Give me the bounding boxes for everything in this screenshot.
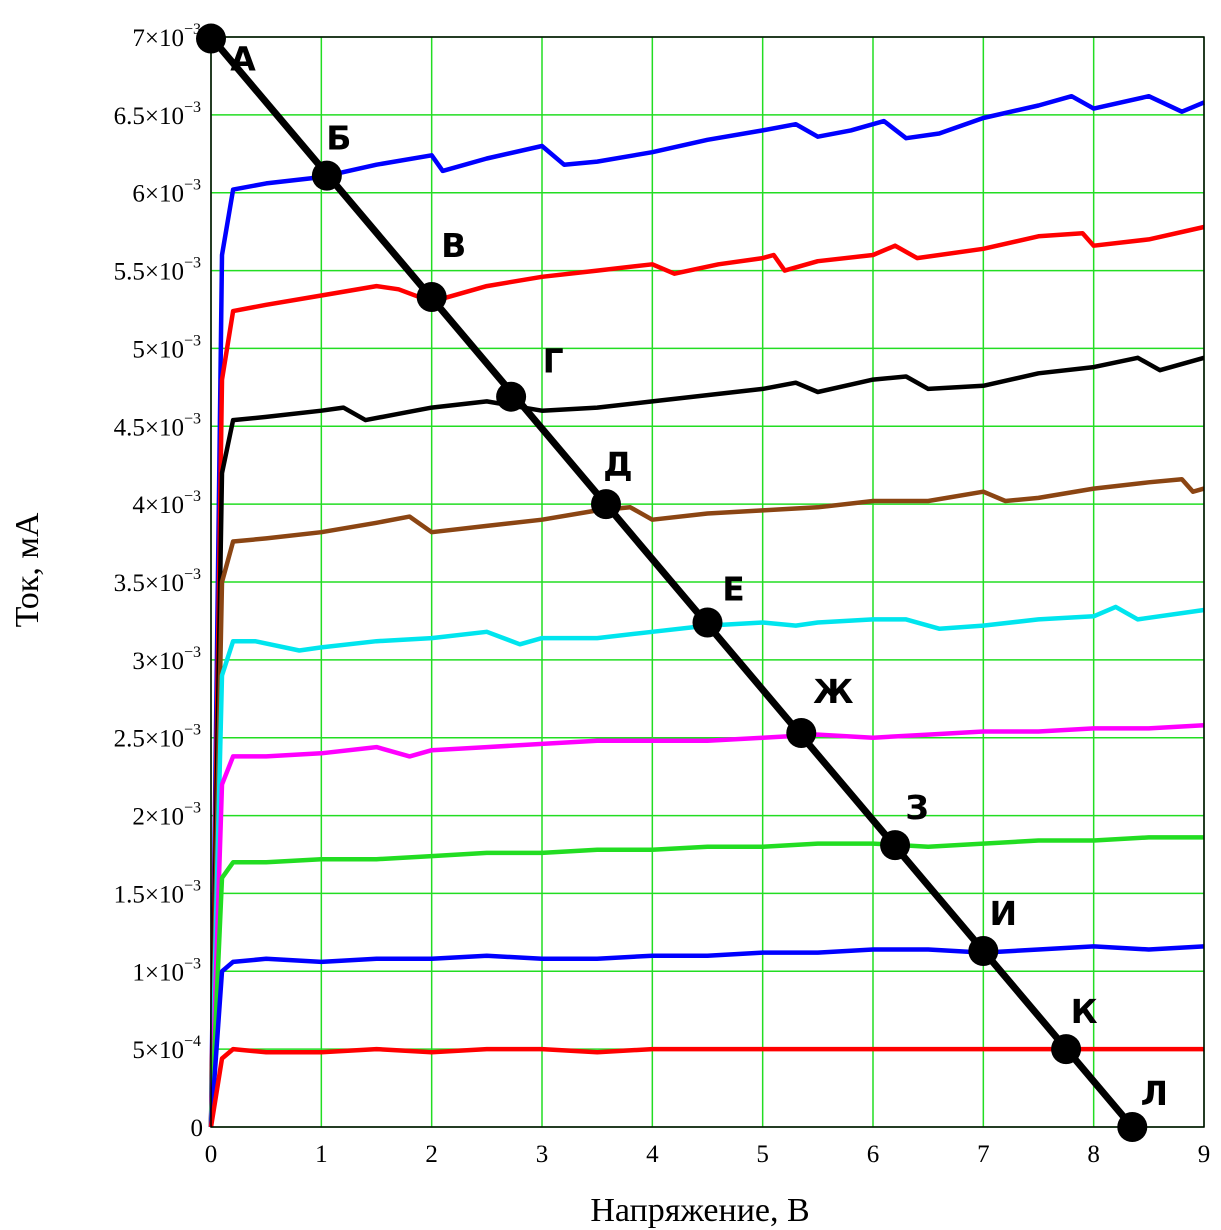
series-line-2 [208,224,1205,1128]
operating-point-marker [692,607,723,638]
x-tick-label: 6 [867,1141,880,1168]
operating-point-label: Л [1141,1074,1168,1113]
x-tick-label: 9 [1198,1141,1211,1168]
x-tick-label: 5 [756,1141,769,1168]
operating-points-layer: А Б В Г Д Е Ж З И К Л [196,23,1168,1142]
operating-point-marker [1051,1034,1082,1065]
operating-point-marker [786,718,817,749]
x-tick-label: 7 [977,1141,990,1168]
y-tick-label: 3.5×10−3 [114,566,201,597]
operating-point-label: З [905,788,928,827]
y-tick-label: 1.5×10−3 [114,877,201,908]
y-tick-label: 4×10−3 [132,488,201,519]
operating-point-marker [416,282,447,313]
x-tick-label: 8 [1087,1141,1100,1168]
y-tick-label: 5×10−4 [132,1033,201,1064]
series-line-5 [208,604,1205,1128]
operating-point-label: Е [722,569,745,608]
y-tick-label: 4.5×10−3 [114,410,201,441]
y-tick-label: 2.5×10−3 [114,722,201,753]
operating-point-label: Г [543,342,564,381]
x-tick-label: 3 [536,1141,549,1168]
y-axis-title: Ток, мА [9,512,46,627]
series-layer [208,93,1205,1128]
operating-point-label: Ж [813,672,853,711]
series-line-9 [208,1046,1204,1128]
operating-point-marker [590,489,621,520]
y-tick-label: 2×10−3 [132,800,201,831]
operating-point-label: К [1071,992,1098,1031]
operating-point-label: И [990,894,1018,933]
operating-point-label: В [441,226,466,265]
operating-point-label: Б [326,119,351,158]
x-tick-label: 4 [646,1141,659,1168]
y-tick-label: 0 [191,1115,204,1142]
y-tick-labels: 0 5×10−4 1×10−3 1.5×10−3 2×10−3 2.5×10−3 3×10−… [114,21,203,1142]
plot-frame [210,36,1205,1128]
x-tick-label: 1 [315,1141,328,1168]
y-tick-label: 3×10−3 [132,644,201,675]
operating-point-marker [311,160,342,191]
x-tick-labels: 0 1 2 3 4 5 6 7 8 9 [205,1141,1211,1168]
y-tick-label: 5×10−3 [132,332,201,363]
x-axis-title: Напряжение, В [590,1192,809,1229]
operating-point-marker [496,381,527,412]
y-tick-label: 6×10−3 [132,177,201,208]
series-line-1 [208,93,1205,1128]
operating-point-marker [880,830,911,861]
series-line-4 [208,476,1205,1128]
y-tick-label: 1×10−3 [132,955,201,986]
series-line-3 [208,355,1205,1128]
series-line-8 [208,944,1205,1128]
x-tick-label: 2 [425,1141,438,1168]
y-tick-label: 5.5×10−3 [114,255,201,286]
operating-point-label: А [230,40,256,79]
series-line-7 [208,835,1204,1128]
y-tick-label: 7×10−3 [132,21,201,52]
x-tick-label: 0 [205,1141,218,1168]
operating-point-label: Д [603,445,632,484]
series-line-6 [208,723,1205,1128]
y-tick-label: 6.5×10−3 [114,99,201,130]
operating-point-marker [968,936,999,967]
